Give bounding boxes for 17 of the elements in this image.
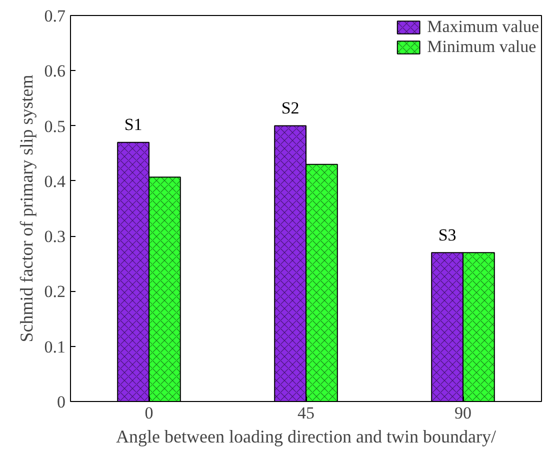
x-axis-title: Angle between loading direction and twin boundary/ [116, 426, 496, 446]
x-tick-label: 0 [144, 404, 154, 422]
annotation: S3 [438, 225, 456, 244]
x-tick-label: 45 [298, 404, 314, 422]
legend-label: Minimum value [427, 37, 536, 57]
y-tick-label: 0.6 [44, 62, 66, 81]
y-axis-title: Schmid factor of primary slip system [16, 74, 36, 342]
y-tick-label: 0.2 [44, 282, 66, 302]
annotation: S2 [281, 98, 300, 118]
y-tick-label: 0.3 [44, 227, 66, 246]
y-tick-label: 0.4 [44, 172, 66, 191]
y-tick-label: 0.5 [44, 116, 66, 136]
legend-label: Maximum value [427, 17, 539, 37]
x-tick-label: 90 [454, 404, 472, 422]
y-tick-label: 0.1 [44, 337, 66, 356]
annotation: S1 [124, 115, 142, 134]
y-tick-label: 0.7 [44, 6, 66, 26]
